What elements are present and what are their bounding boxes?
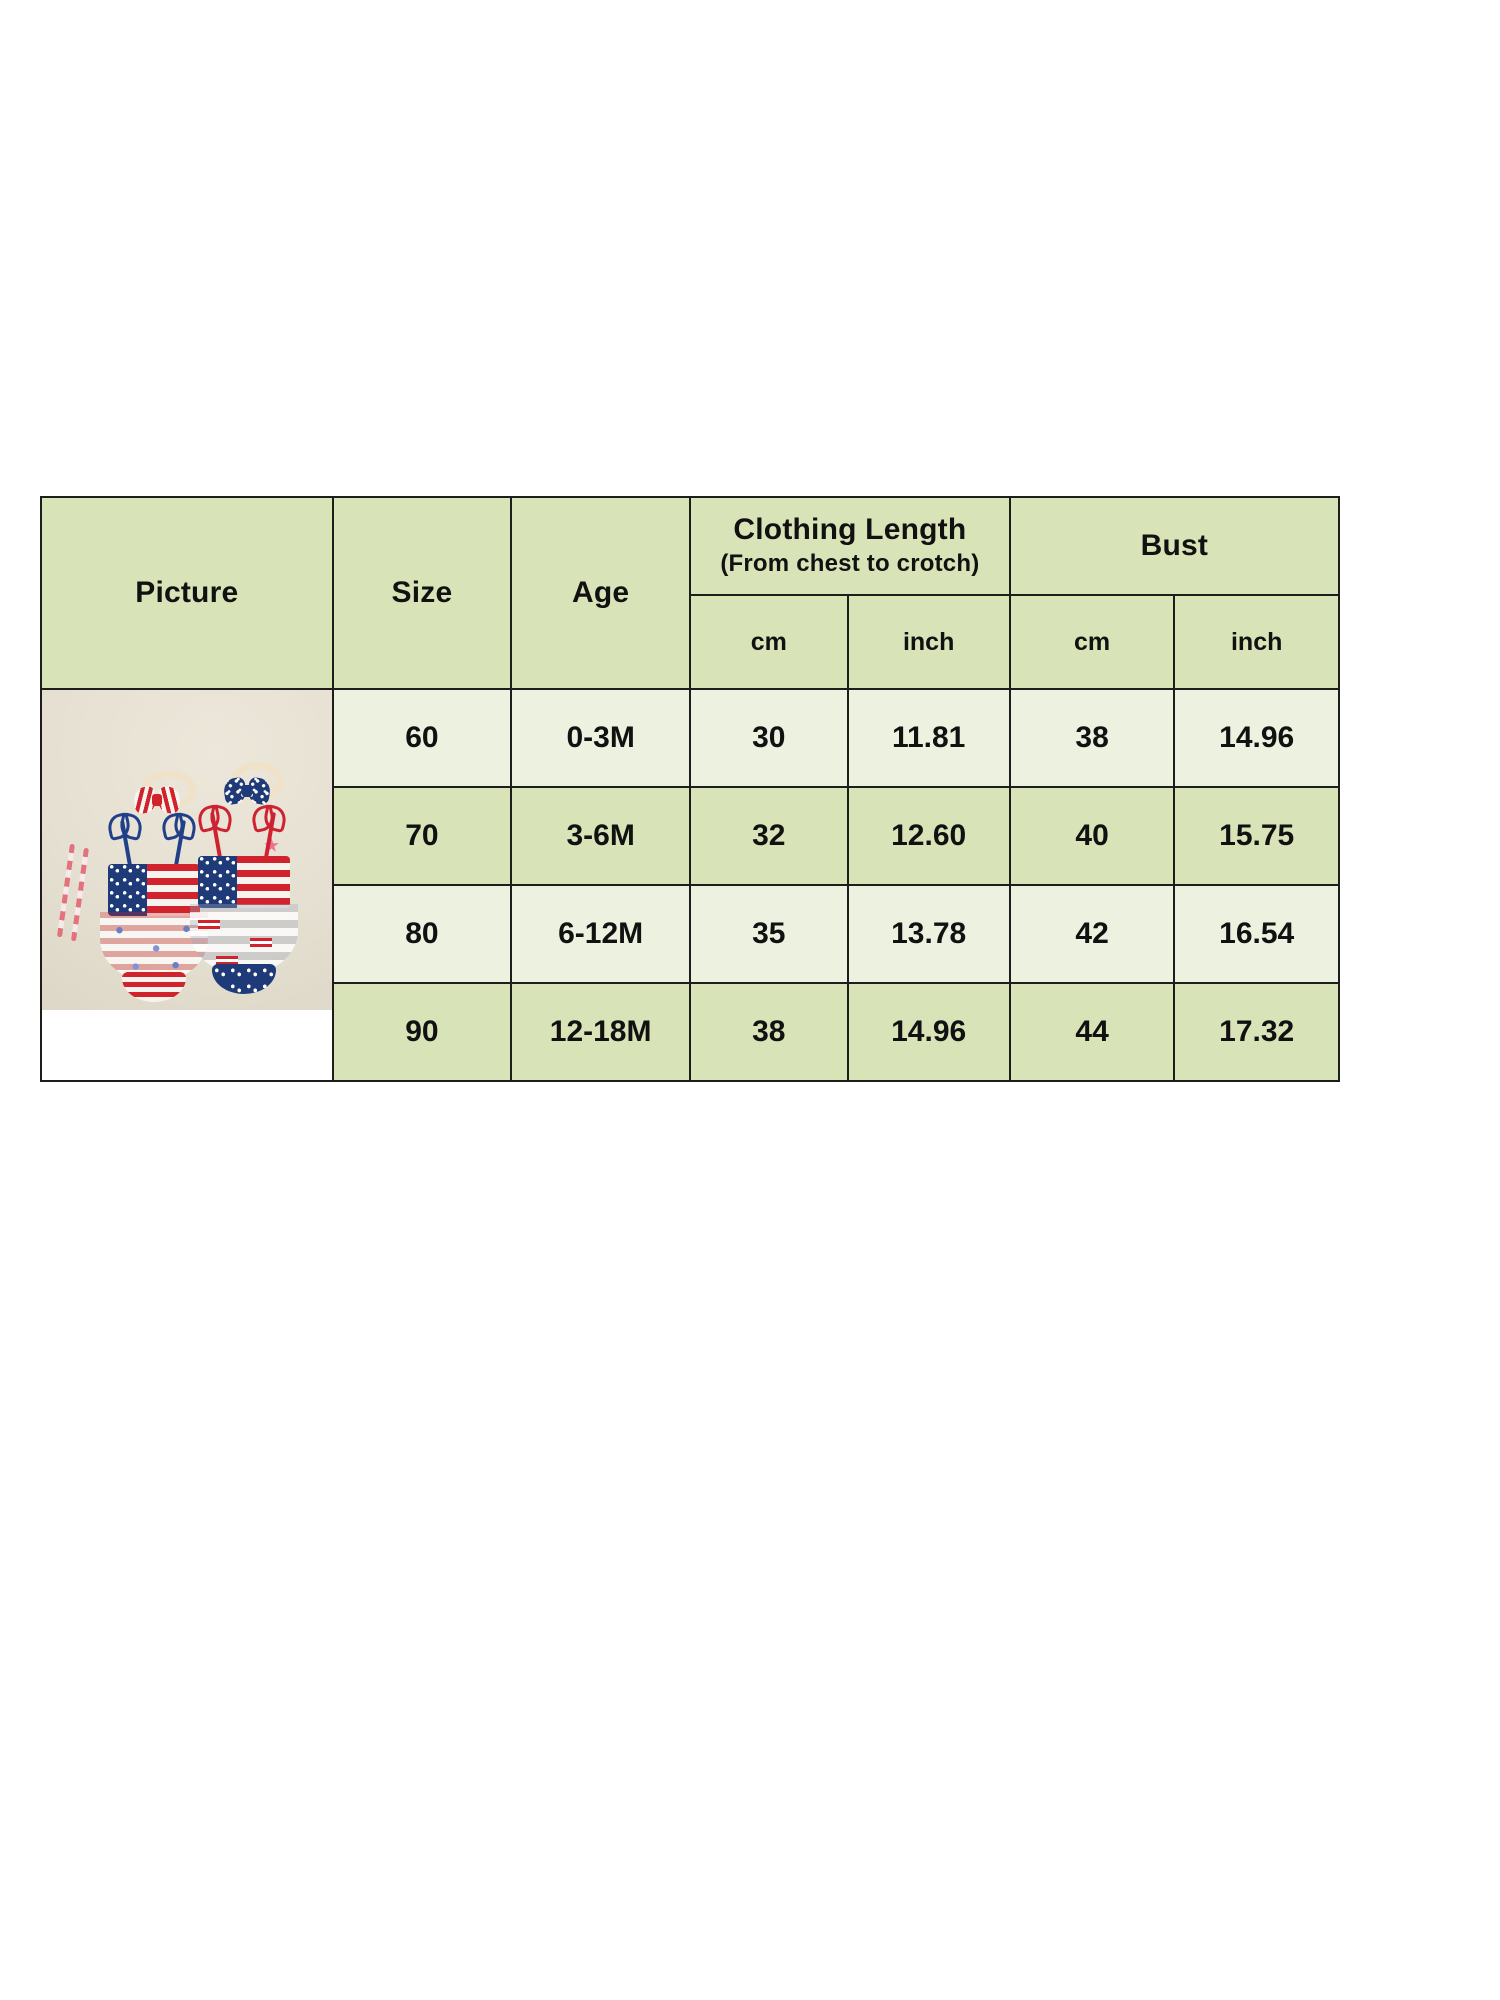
- cell-length-cm: 30: [688, 688, 849, 788]
- table-row: 70 3-6M 32 12.60 40 15.75: [41, 786, 1340, 886]
- cell-bust-inch: 16.54: [1173, 884, 1340, 984]
- cell-length-inch: 11.81: [846, 688, 1011, 788]
- cell-age: 3-6M: [510, 786, 691, 886]
- table-row: 80 6-12M 35 13.78 42 16.54: [41, 884, 1340, 984]
- product-image-cell: [40, 688, 334, 1082]
- photo-bottom-padding: [42, 1010, 332, 1080]
- header-clothing-length-group: Clothing Length (From chest to crotch): [688, 496, 1011, 596]
- header-clothing-length-title: Clothing Length: [733, 513, 967, 547]
- product-photo: [42, 690, 332, 1010]
- cell-length-inch: 12.60: [846, 786, 1011, 886]
- size-chart-container: Picture Size Age Clothing Length (From c…: [40, 496, 1341, 1082]
- size-chart-table: Picture Size Age Clothing Length (From c…: [40, 496, 1341, 1082]
- cell-age: 12-18M: [510, 982, 691, 1082]
- cell-bust-inch: 17.32: [1173, 982, 1340, 1082]
- cell-age: 0-3M: [510, 688, 691, 788]
- header-bust-inch: inch: [1173, 594, 1340, 690]
- cell-length-cm: 38: [688, 982, 849, 1082]
- cell-bust-cm: 38: [1008, 688, 1176, 788]
- cell-length-inch: 14.96: [846, 982, 1011, 1082]
- cell-size: 80: [331, 884, 513, 984]
- header-length-cm: cm: [688, 594, 849, 690]
- cell-age: 6-12M: [510, 884, 691, 984]
- cell-bust-cm: 44: [1008, 982, 1176, 1082]
- romper-flag-print: [190, 803, 298, 997]
- table-row: 90 12-18M 38 14.96 44 17.32: [41, 982, 1340, 1082]
- header-length-inch: inch: [846, 594, 1011, 690]
- header-size: Size: [331, 496, 513, 690]
- cell-length-cm: 35: [688, 884, 849, 984]
- header-clothing-length-subtitle: (From chest to crotch): [720, 549, 980, 577]
- cell-bust-inch: 14.96: [1173, 688, 1340, 788]
- table-row: 60 0-3M 30 11.81 38 14.96: [40, 688, 1340, 1082]
- cell-bust-cm: 40: [1008, 786, 1176, 886]
- cell-size: 90: [331, 982, 513, 1082]
- header-row-primary: Picture Size Age Clothing Length (From c…: [40, 496, 1341, 690]
- cell-bust-cm: 42: [1008, 884, 1176, 984]
- header-row-units: cm inch cm inch: [41, 594, 1340, 690]
- header-picture: Picture: [40, 496, 334, 690]
- cell-length-cm: 32: [688, 786, 849, 886]
- decor-straw-icon: [70, 847, 89, 942]
- cell-size: 60: [331, 688, 513, 788]
- striped-hair-bow-icon: [132, 785, 182, 815]
- cell-length-inch: 13.78: [846, 884, 1011, 984]
- star-hair-bow-icon: [222, 776, 272, 806]
- cell-bust-inch: 15.75: [1173, 786, 1340, 886]
- header-bust-group: Bust: [1008, 496, 1341, 596]
- header-age: Age: [510, 496, 691, 690]
- cell-size: 70: [331, 786, 513, 886]
- header-bust-cm: cm: [1008, 594, 1176, 690]
